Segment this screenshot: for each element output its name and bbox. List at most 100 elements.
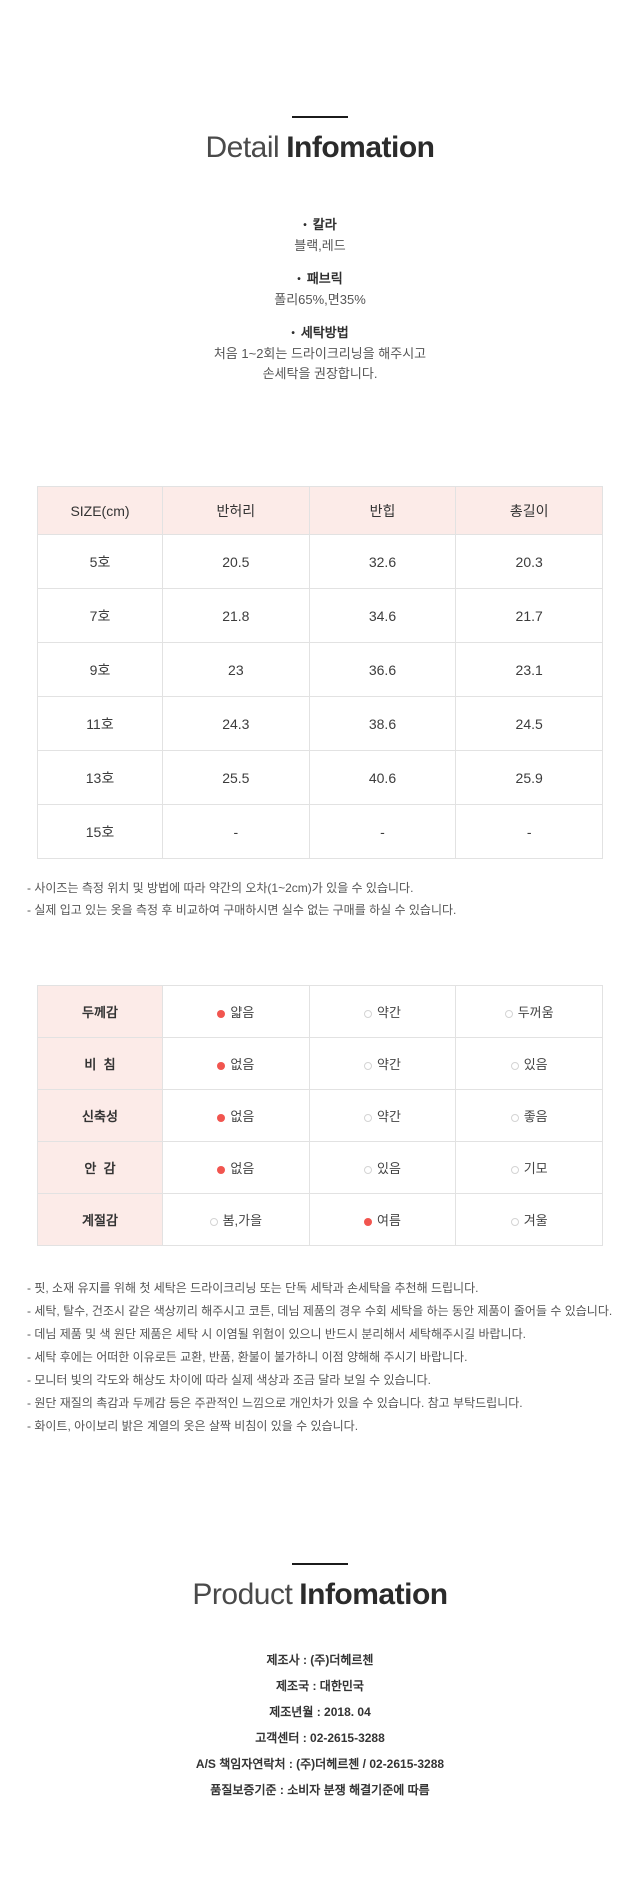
radio-unselected-icon (510, 1218, 519, 1226)
note-line: - 실제 입고 있는 옷을 측정 후 비교하여 구매하시면 실수 없는 구매를 … (27, 903, 457, 917)
product-detail-page: Detail Infomation • 칼라 블랙,레드 • 패브릭 폴리65%,면35% •… (0, 116, 640, 1797)
product-info-line: 품질보증기준 : 소비자 분쟁 해결기준에 따름 (210, 1783, 430, 1797)
size-column-header: SIZE(cm) (37, 486, 163, 535)
attribute-row-label: 신축성 (37, 1089, 163, 1142)
note-line: - 데님 제품 및 색 원단 제품은 세탁 시 이염될 위험이 있으니 반드시 … (27, 1327, 526, 1341)
size-value-cell: - (308, 804, 457, 859)
attribute-option-cell: 기모 (455, 1141, 603, 1194)
section-divider-line (292, 1563, 348, 1565)
product-info-line: 제조사 : (주)더헤르첸 (266, 1653, 374, 1667)
note-line: - 세탁, 탈수, 건조시 같은 색상끼리 해주시고 코튼, 데님 제품의 경우… (27, 1304, 613, 1318)
product-info-line: 고객센터 : 02-2615-3288 (255, 1731, 385, 1745)
size-table-row: 9호 23 36.6 23.1 (37, 642, 603, 697)
product-attributes-list: • 칼라 블랙,레드 • 패브릭 폴리65%,면35% • 세탁방법 처음 1~2회는 드라이크… (0, 215, 640, 384)
size-table-row: 11호 24.3 38.6 24.5 (37, 696, 603, 751)
size-table-row: 7호 21.8 34.6 21.7 (37, 588, 603, 643)
radio-selected-icon (217, 1062, 226, 1070)
size-row-label: 5호 (37, 534, 163, 589)
size-value-cell: 20.5 (162, 534, 310, 589)
attribute-option-label: 기모 (523, 1161, 548, 1176)
attribute-option-label: 없음 (230, 1161, 255, 1176)
attribute-table-row: 신축성 없음 약간 좋음 (37, 1089, 603, 1142)
size-value-cell: - (455, 804, 603, 859)
attribute-option-label: 두꺼움 (517, 1005, 554, 1020)
note-line: - 세탁 후에는 어떠한 이유로든 교환, 반품, 환불이 불가하니 이점 양해… (27, 1350, 468, 1364)
info-item: • 칼라 블랙,레드 (0, 215, 640, 256)
attribute-option-label: 얇음 (230, 1005, 255, 1020)
radio-unselected-icon (364, 1114, 373, 1122)
attribute-option-cell: 약간 (308, 1037, 457, 1090)
attribute-option-cell: 겨울 (455, 1193, 603, 1246)
info-item-value: 폴리65%,면35% (274, 292, 366, 307)
info-item-value: 손세탁을 권장합니다. (262, 366, 378, 381)
radio-selected-icon (217, 1114, 226, 1122)
detail-title-light: Detail (205, 131, 280, 164)
info-item-label: • 패브릭 (0, 269, 640, 290)
radio-unselected-icon (504, 1010, 513, 1018)
radio-selected-icon (217, 1010, 226, 1018)
attribute-option-cell: 없음 (162, 1089, 310, 1142)
info-item-value: 처음 1~2회는 드라이크리닝을 해주시고 (213, 346, 427, 361)
size-value-cell: 21.8 (162, 588, 310, 643)
attribute-option-label: 여름 (377, 1213, 401, 1228)
size-value-cell: 23 (162, 642, 310, 697)
product-title-bold: Infomation (299, 1578, 448, 1611)
radio-unselected-icon (364, 1010, 373, 1018)
attribute-option-cell: 없음 (162, 1037, 310, 1090)
note-line: - 모니터 빛의 각도와 해상도 차이에 따라 실제 색상과 조금 달라 보일 … (27, 1373, 431, 1387)
product-section-title: Product Infomation (0, 1578, 640, 1612)
attribute-option-label: 약간 (377, 1005, 401, 1020)
attribute-option-cell: 얇음 (162, 985, 310, 1038)
attribute-option-label: 있음 (523, 1057, 548, 1072)
size-column-header: 반허리 (162, 486, 310, 535)
size-value-cell: 23.1 (455, 642, 603, 697)
size-value-cell: 40.6 (308, 750, 457, 805)
info-item-label: • 세탁방법 (0, 323, 640, 344)
size-value-cell: 25.9 (455, 750, 603, 805)
attribute-option-cell: 여름 (308, 1193, 457, 1246)
detail-title-bold: Infomation (286, 131, 435, 164)
info-item-label-text: 칼라 (312, 217, 337, 232)
dot-bullet-icon: • (291, 328, 295, 339)
attribute-option-label: 약간 (377, 1109, 401, 1124)
size-row-label: 7호 (37, 588, 163, 643)
info-item-label-text: 패브릭 (306, 271, 343, 286)
attribute-table-row: 비 침 없음 약간 있음 (37, 1037, 603, 1090)
product-title-light: Product (192, 1578, 293, 1611)
attribute-option-cell: 약간 (308, 985, 457, 1038)
size-value-cell: 24.3 (162, 696, 310, 751)
attribute-option-label: 좋음 (523, 1109, 548, 1124)
attribute-option-label: 봄,가을 (222, 1213, 263, 1228)
attribute-option-label: 없음 (230, 1109, 255, 1124)
size-table-header-row: SIZE(cm) 반허리 반힙 총길이 (37, 486, 603, 535)
radio-unselected-icon (209, 1218, 218, 1226)
note-line: - 핏, 소재 유지를 위해 첫 세탁은 드라이크리닝 또는 단독 세탁과 손세… (27, 1281, 479, 1295)
size-row-label: 11호 (37, 696, 163, 751)
size-notes: - 사이즈는 측정 위치 및 방법에 따라 약간의 오차(1~2cm)가 있을 … (27, 877, 613, 921)
attribute-row-label: 두께감 (37, 985, 163, 1038)
size-value-cell: 20.3 (455, 534, 603, 589)
attribute-row-label: 계절감 (37, 1193, 163, 1246)
note-line: - 사이즈는 측정 위치 및 방법에 따라 약간의 오차(1~2cm)가 있을 … (27, 881, 414, 895)
product-info-line: 제조국 : 대한민국 (276, 1679, 364, 1693)
size-row-label: 13호 (37, 750, 163, 805)
size-table: SIZE(cm) 반허리 반힙 총길이 5호 20.5 32.6 20.3 7호 21.8 34.… (37, 486, 603, 859)
product-info-line: 제조년월 : 2018. 04 (269, 1705, 371, 1719)
size-table-row: 15호 - - - (37, 804, 603, 859)
size-value-cell: 21.7 (455, 588, 603, 643)
attribute-option-label: 없음 (230, 1057, 255, 1072)
size-column-header: 총길이 (455, 486, 603, 535)
size-table-row: 5호 20.5 32.6 20.3 (37, 534, 603, 589)
care-notes: - 핏, 소재 유지를 위해 첫 세탁은 드라이크리닝 또는 단독 세탁과 손세… (27, 1277, 613, 1438)
size-value-cell: 38.6 (308, 696, 457, 751)
size-row-label: 9호 (37, 642, 163, 697)
size-value-cell: 36.6 (308, 642, 457, 697)
attribute-row-label: 비 침 (37, 1037, 163, 1090)
size-column-header: 반힙 (308, 486, 457, 535)
attribute-option-cell: 있음 (455, 1037, 603, 1090)
note-line: - 원단 재질의 촉감과 두께감 등은 주관적인 느낌으로 개인차가 있을 수 … (27, 1396, 523, 1410)
radio-selected-icon (217, 1166, 226, 1174)
radio-unselected-icon (510, 1114, 519, 1122)
